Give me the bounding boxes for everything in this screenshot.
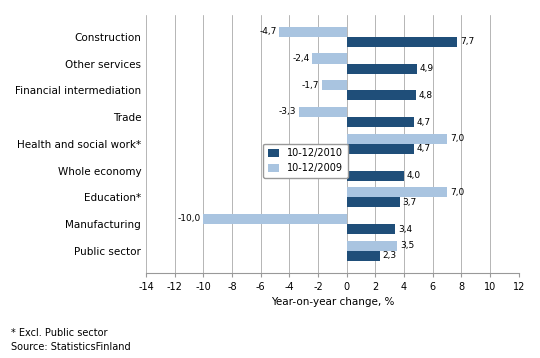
Text: 4,9: 4,9 <box>420 64 434 73</box>
Bar <box>312 53 347 64</box>
Bar <box>347 170 404 181</box>
Bar <box>279 27 347 37</box>
Text: 3,4: 3,4 <box>399 224 413 233</box>
Bar <box>347 241 397 251</box>
Text: 3,7: 3,7 <box>403 198 417 207</box>
Text: 7,0: 7,0 <box>450 188 464 197</box>
Bar <box>347 90 416 101</box>
Text: 2,3: 2,3 <box>382 251 397 260</box>
Bar <box>347 197 400 207</box>
Bar <box>347 251 380 261</box>
Bar <box>347 64 417 74</box>
Text: 4,7: 4,7 <box>417 118 431 127</box>
Bar <box>347 144 414 154</box>
Bar <box>347 134 447 144</box>
Text: 7,7: 7,7 <box>460 38 474 47</box>
Text: Source: StatisticsFinland: Source: StatisticsFinland <box>11 342 131 352</box>
Bar <box>299 107 347 117</box>
Text: -2,3: -2,3 <box>294 161 311 170</box>
Text: * Excl. Public sector: * Excl. Public sector <box>11 328 107 338</box>
X-axis label: Year-on-year change, %: Year-on-year change, % <box>271 297 394 307</box>
Text: 7,0: 7,0 <box>450 134 464 143</box>
Bar <box>204 214 347 224</box>
Bar <box>347 187 447 197</box>
Text: 4,0: 4,0 <box>407 171 421 180</box>
Text: -2,4: -2,4 <box>292 54 309 63</box>
Text: -1,7: -1,7 <box>302 81 320 90</box>
Text: 3,5: 3,5 <box>400 241 414 250</box>
Text: 4,8: 4,8 <box>418 91 433 100</box>
Bar <box>347 117 414 127</box>
Bar <box>322 80 347 90</box>
Bar <box>347 37 457 47</box>
Text: -10,0: -10,0 <box>177 214 200 223</box>
Bar <box>314 160 347 170</box>
Text: 4,7: 4,7 <box>417 144 431 153</box>
Bar <box>347 224 395 234</box>
Text: -4,7: -4,7 <box>259 27 276 36</box>
Text: -3,3: -3,3 <box>279 107 296 116</box>
Legend: 10-12/2010, 10-12/2009: 10-12/2010, 10-12/2009 <box>262 144 348 178</box>
